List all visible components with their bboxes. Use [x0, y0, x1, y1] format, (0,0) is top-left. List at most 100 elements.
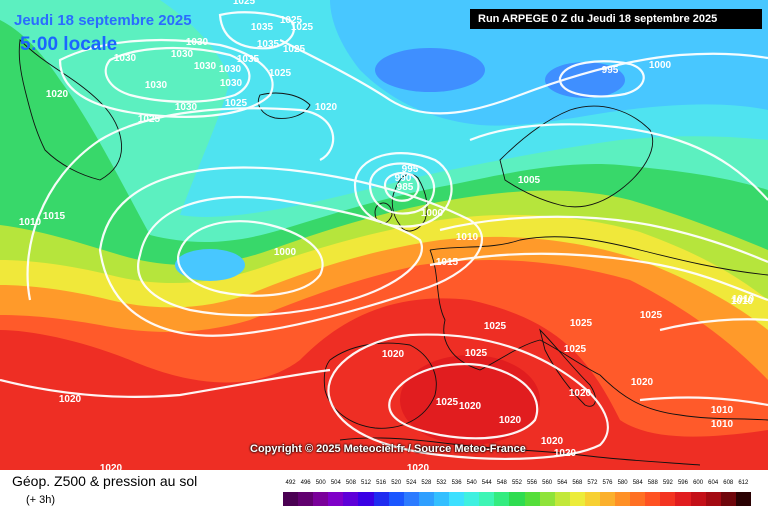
- scale-tick-label: 496: [300, 480, 311, 486]
- scale-tick-label: 552: [511, 480, 522, 486]
- scale-swatch: [524, 492, 540, 506]
- isobar-1010-east: [659, 318, 768, 332]
- scale-swatch: [705, 492, 721, 506]
- isobar-label: 1025: [138, 114, 161, 125]
- isobar-label: 1010: [711, 405, 734, 416]
- isobar-label: 1020: [499, 415, 522, 426]
- scale-swatch: [343, 492, 359, 506]
- isobar-1010-east2: [639, 396, 768, 407]
- isobar-low-990: [368, 162, 436, 215]
- isobar-label: 1020: [459, 401, 482, 412]
- scale-swatch: [433, 492, 450, 506]
- scale-tick-label: 516: [376, 480, 387, 486]
- isobar-label: 1020: [407, 463, 430, 470]
- isobar-label: 1030: [171, 49, 194, 60]
- isobar-label: 1025: [564, 344, 587, 355]
- isobar-label: 1000: [649, 60, 672, 71]
- color-scale: 492 496 500 504 508 512 516 520 524 528 532 536 540 5…: [283, 478, 751, 506]
- scale-tick-label: 580: [617, 480, 628, 486]
- isobar-label-group: 1025 1035 1025 1030 1035 1025 1030 1030 …: [19, 0, 755, 470]
- scale-swatch: [675, 492, 691, 506]
- isobar-label: 1000: [421, 208, 444, 219]
- isobar-label: 1025: [280, 15, 303, 26]
- high-core-spain: [400, 355, 540, 445]
- scale-swatch: [464, 492, 480, 506]
- scale-swatch: [735, 492, 751, 506]
- isobar-label: 1010: [732, 294, 755, 305]
- scale-swatch: [388, 492, 404, 506]
- scale-tick-label: 596: [677, 480, 688, 486]
- isobar-1005: [469, 123, 768, 201]
- isobar-1000-atlantic: [177, 220, 324, 297]
- scale-tick-label: 492: [285, 480, 296, 486]
- isobar-label: 1030: [114, 53, 137, 64]
- isobar-label: 1020: [315, 102, 338, 113]
- scale-tick-label: 520: [391, 480, 402, 486]
- isobar-low-985: [383, 171, 420, 202]
- scale-tick-label: 612: [738, 480, 749, 486]
- isobar-label: 985: [397, 182, 414, 193]
- isobar-1020-north: [279, 39, 768, 115]
- isobar-label: 1025: [225, 98, 248, 109]
- scale-swatch: [584, 492, 600, 506]
- isobar-label: 1020: [46, 89, 69, 100]
- scale-tick-label: 572: [587, 480, 598, 486]
- isobar-1015: [98, 166, 483, 337]
- isobar-label: 1035: [257, 39, 280, 50]
- scale-tick-label: 556: [527, 480, 538, 486]
- isobar-label: 1015: [43, 211, 66, 222]
- coast-scandinavia: [499, 105, 654, 208]
- isobar-label: 1025: [233, 0, 256, 7]
- scale-tick-label: 512: [361, 480, 372, 486]
- scale-swatch: [554, 492, 570, 506]
- isobar-label: 1025: [640, 310, 663, 321]
- scale-tick-label: 504: [330, 480, 341, 486]
- isobar-label: 1010: [711, 419, 734, 430]
- scale-tick-label: 528: [421, 480, 432, 486]
- isobar-label: 1020: [382, 349, 405, 360]
- run-info-banner: Run ARPEGE 0 Z du Jeudi 18 septembre 202…: [470, 9, 762, 29]
- date-title: Jeudi 18 septembre 2025: [14, 12, 192, 29]
- scale-swatch: [479, 492, 495, 506]
- coast-italy: [539, 328, 596, 407]
- low-core-atlantic: [175, 249, 245, 281]
- scale-swatch: [313, 492, 329, 506]
- isobar-1030-greenland: [104, 46, 251, 103]
- scale-tick-label: 568: [572, 480, 583, 486]
- scale-tick-label: 600: [693, 480, 704, 486]
- isobar-1015-europe: [429, 252, 768, 302]
- scale-tick-label: 564: [557, 480, 568, 486]
- scale-swatch: [494, 492, 510, 506]
- scale-swatch: [599, 492, 616, 506]
- scale-tick-label: 500: [315, 480, 326, 486]
- scale-swatch: [449, 492, 465, 506]
- scale-tick-label: 540: [466, 480, 477, 486]
- isobar-low-north: [558, 60, 645, 98]
- scale-tick-label: 584: [632, 480, 643, 486]
- isobar-1020-spain: [327, 333, 609, 460]
- isobar-low-995: [353, 152, 453, 228]
- scale-tick-row: 492 496 500 504 508 512 516 520 524 528 532 536 540 5…: [283, 478, 751, 490]
- isobar-label: 995: [402, 164, 419, 175]
- scale-tick-label: 588: [647, 480, 658, 486]
- isobar-1010-europe: [439, 215, 768, 264]
- field-cold: [330, 0, 768, 126]
- scale-color-bar: [283, 492, 751, 506]
- isobar-label: 1035: [251, 22, 274, 33]
- scale-swatch: [403, 492, 419, 506]
- scale-swatch: [615, 492, 631, 506]
- isobar-label: 1025: [269, 68, 292, 79]
- scale-swatch: [358, 492, 374, 506]
- isobar-label: 1010: [731, 296, 754, 307]
- scale-swatch: [509, 492, 525, 506]
- isobar-label: 1035: [237, 54, 260, 65]
- scale-swatch: [539, 492, 555, 506]
- scale-swatch: [660, 492, 676, 506]
- isobar-label: 1010: [456, 232, 479, 243]
- isobar-label: 1010: [19, 217, 42, 228]
- scale-swatch: [283, 492, 299, 506]
- copyright-notice: Copyright © 2025 Meteociel.fr / Source M…: [250, 443, 526, 455]
- isobar-label: 1030: [175, 102, 198, 113]
- isobar-label: 1025: [484, 321, 507, 332]
- coast-north-africa: [339, 437, 701, 466]
